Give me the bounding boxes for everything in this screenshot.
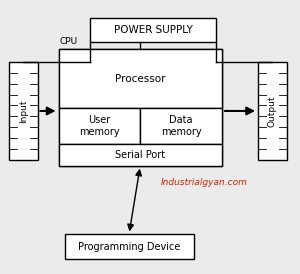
- Text: Industrialgyan.com: Industrialgyan.com: [160, 178, 247, 187]
- Bar: [9, 62, 38, 160]
- Text: User
memory: User memory: [79, 115, 120, 137]
- Text: Output: Output: [268, 95, 277, 127]
- Bar: [90, 18, 216, 42]
- Bar: [140, 108, 222, 144]
- Bar: [58, 49, 222, 108]
- Text: CPU: CPU: [60, 37, 78, 46]
- Text: Data
memory: Data memory: [161, 115, 201, 137]
- Text: Serial Port: Serial Port: [115, 150, 165, 160]
- Bar: [58, 108, 140, 144]
- Bar: [58, 49, 222, 166]
- Bar: [258, 62, 286, 160]
- Text: POWER SUPPLY: POWER SUPPLY: [114, 25, 192, 35]
- Text: Processor: Processor: [115, 74, 166, 84]
- Text: Programming Device: Programming Device: [78, 242, 180, 252]
- Bar: [58, 144, 222, 166]
- Text: Input: Input: [19, 99, 28, 123]
- Bar: [64, 234, 194, 259]
